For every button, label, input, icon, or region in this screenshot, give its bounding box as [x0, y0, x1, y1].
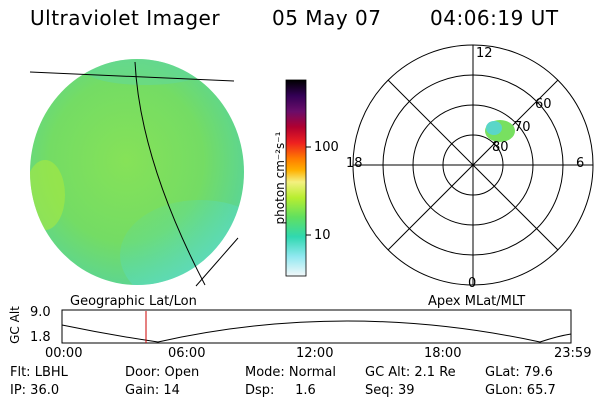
geo-meridian-line [134, 61, 206, 286]
altitude-plot [61, 309, 572, 344]
glon-info: GLon: 65.7 [485, 383, 556, 398]
geographic-caption: Geographic Lat/Lon [70, 294, 197, 309]
colorbar-tick-10: 10 [314, 228, 331, 243]
mlt-label-18: 18 [346, 156, 363, 171]
gc-alt-info: GC Alt: 2.1 Re [365, 365, 456, 380]
lat-label-60: 60 [535, 97, 552, 112]
altitude-curve [61, 320, 572, 343]
ip-info: IP: 36.0 [10, 383, 60, 398]
time-tick-1800: 18:00 [424, 346, 462, 361]
polar-plot [352, 44, 594, 286]
time-tick-0600: 06:00 [168, 346, 206, 361]
lat-label-80: 80 [492, 140, 509, 155]
mlt-label-0: 0 [468, 276, 477, 291]
door-info: Door: Open [125, 365, 200, 380]
colorbar-tick-100: 100 [314, 140, 339, 155]
apex-caption: Apex MLat/MLT [428, 294, 526, 309]
colorbar [285, 79, 311, 277]
auroral-image [29, 59, 244, 287]
date-label: 05 May 07 [272, 6, 382, 30]
seq-info: Seq: 39 [365, 383, 415, 398]
mlt-label-6: 6 [576, 156, 585, 171]
altitude-ytick-9: 9.0 [30, 305, 51, 320]
geo-grid-line [29, 71, 235, 82]
time-tick-2359: 23:59 [554, 346, 592, 361]
altitude-ylabel: GC Alt [8, 306, 22, 344]
altitude-ytick-1.8: 1.8 [30, 330, 51, 345]
filter-info: Flt: LBHL [10, 365, 68, 380]
colorbar-unit-label: photon cm⁻²s⁻¹ [273, 131, 287, 225]
time-tick-1200: 12:00 [296, 346, 334, 361]
time-label: 04:06:19 UT [430, 6, 559, 30]
mode-info: Mode: Normal [245, 365, 336, 380]
gain-info: Gain: 14 [125, 383, 180, 398]
instrument-title: Ultraviolet Imager [30, 6, 221, 30]
geo-grid-line [195, 237, 239, 287]
mlt-label-12: 12 [476, 46, 493, 61]
dsp-info: Dsp: 1.6 [245, 383, 316, 398]
lat-label-70: 70 [514, 120, 531, 135]
glat-info: GLat: 79.6 [485, 365, 553, 380]
time-tick-0000: 00:00 [45, 346, 83, 361]
polar-aurora-patch [485, 120, 515, 142]
